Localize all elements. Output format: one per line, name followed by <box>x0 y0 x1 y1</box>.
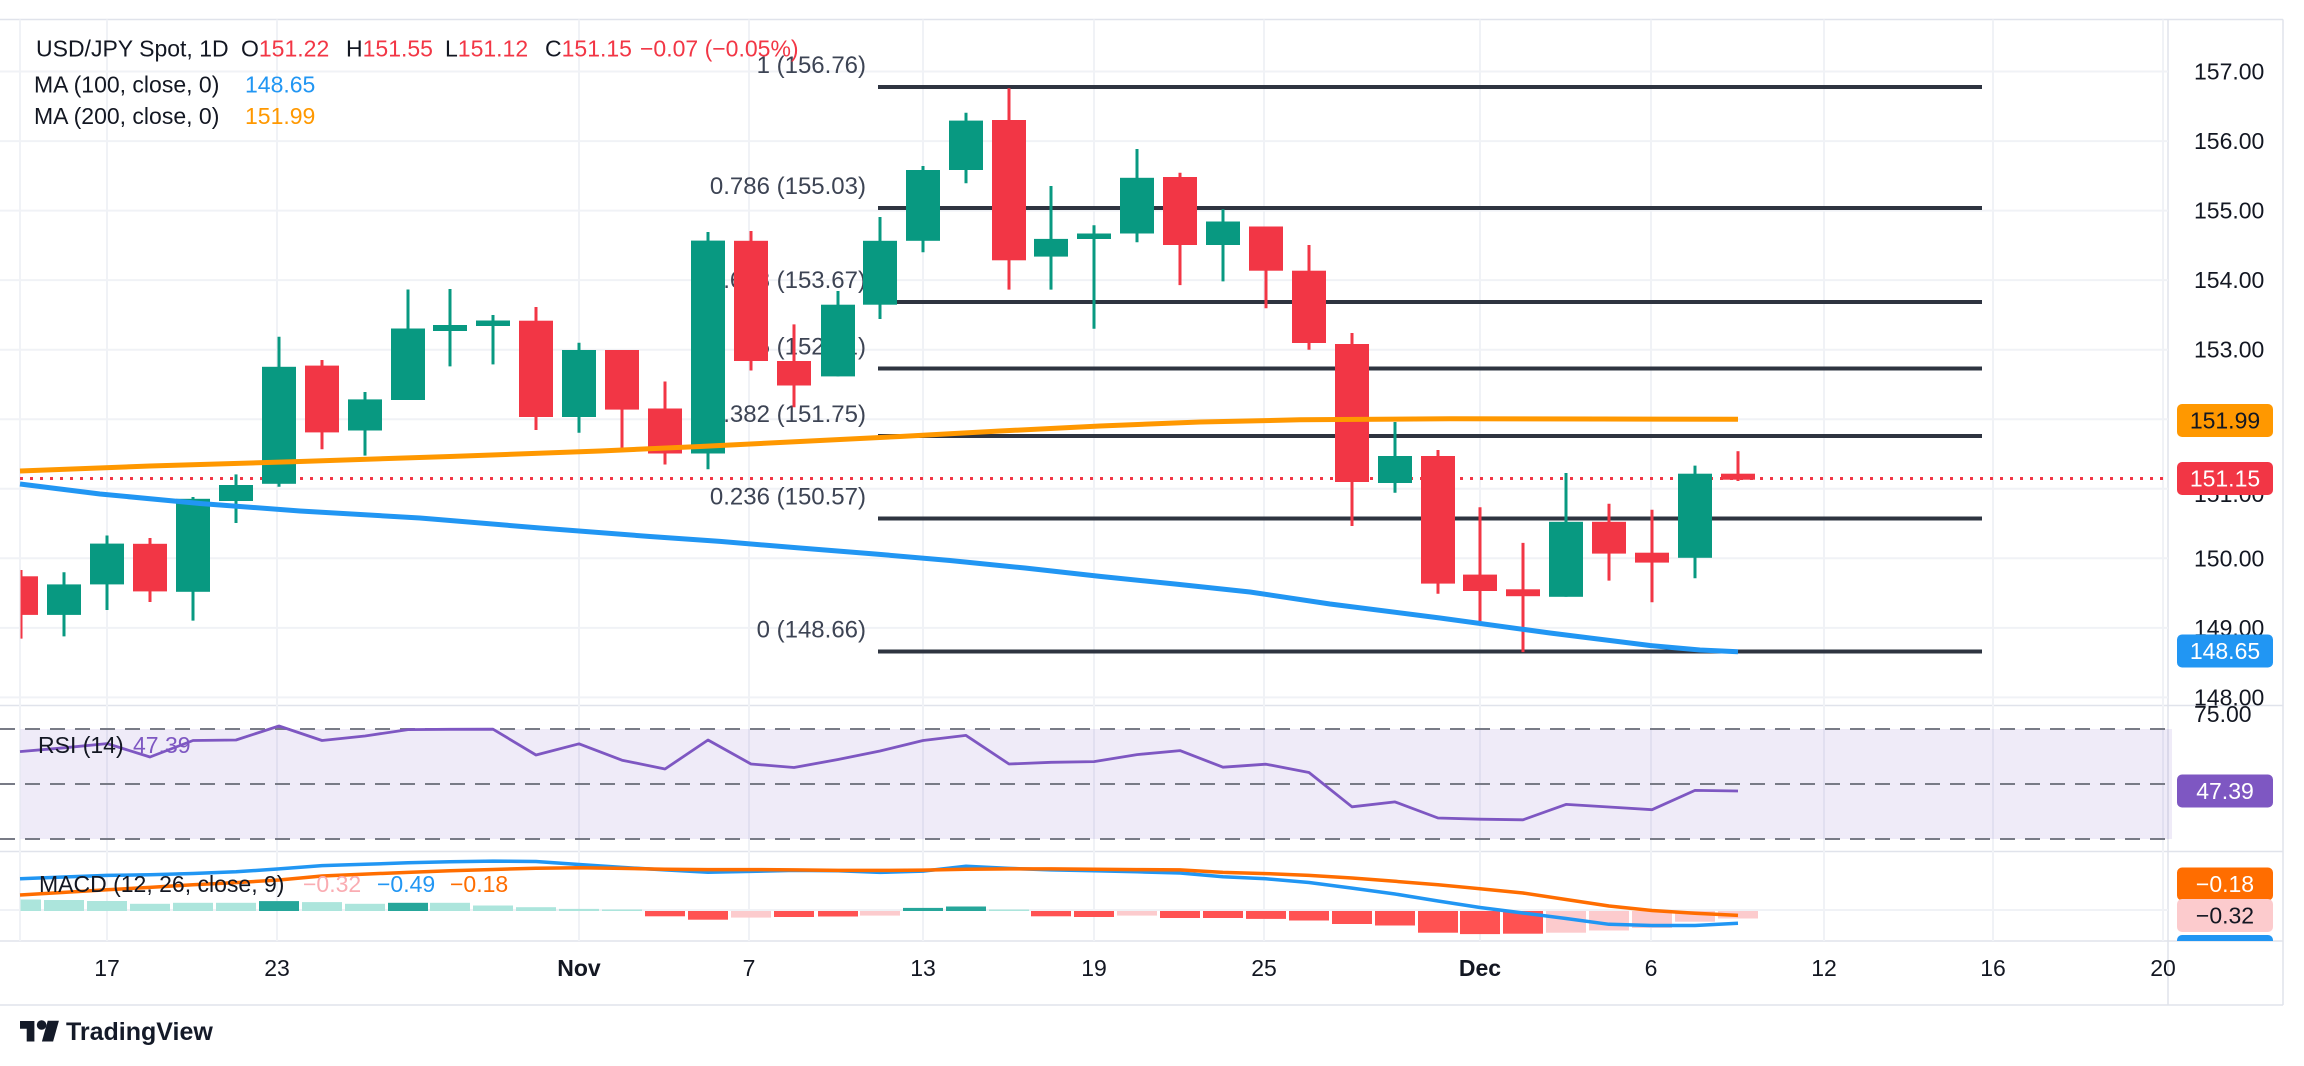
svg-text:MA (200, close, 0): MA (200, close, 0) <box>34 103 219 129</box>
svg-text:−0.18: −0.18 <box>2196 871 2254 897</box>
svg-text:7: 7 <box>743 955 756 981</box>
svg-text:USD/JPY Spot, 1D: USD/JPY Spot, 1D <box>36 36 229 62</box>
svg-text:Nov: Nov <box>557 955 601 981</box>
svg-text:148.65: 148.65 <box>2190 638 2260 664</box>
svg-text:0.618 (153.67): 0.618 (153.67) <box>710 267 866 294</box>
svg-text:23: 23 <box>264 955 290 981</box>
svg-text:L151.12: L151.12 <box>445 36 528 62</box>
svg-text:157.00: 157.00 <box>2194 59 2264 85</box>
svg-text:−0.07 (−0.05%): −0.07 (−0.05%) <box>640 36 799 62</box>
svg-text:47.39: 47.39 <box>2196 778 2254 804</box>
svg-text:H151.55: H151.55 <box>346 36 433 62</box>
svg-text:TradingView: TradingView <box>66 1018 213 1046</box>
svg-text:150.00: 150.00 <box>2194 545 2264 571</box>
svg-text:16: 16 <box>1980 955 2006 981</box>
svg-text:1 (156.76): 1 (156.76) <box>757 52 866 79</box>
svg-text:6: 6 <box>1645 955 1658 981</box>
svg-text:MA (100, close, 0): MA (100, close, 0) <box>34 72 219 98</box>
svg-text:148.00: 148.00 <box>2194 684 2264 710</box>
svg-text:155.00: 155.00 <box>2194 198 2264 224</box>
svg-text:0.786 (155.03): 0.786 (155.03) <box>710 173 866 200</box>
svg-text:75.00: 75.00 <box>2194 701 2252 727</box>
svg-text:13: 13 <box>910 955 936 981</box>
svg-text:12: 12 <box>1811 955 1837 981</box>
svg-text:25: 25 <box>1251 955 1277 981</box>
svg-text:−0.49: −0.49 <box>377 871 435 897</box>
svg-text:O151.22: O151.22 <box>241 36 329 62</box>
svg-text:0 (148.66): 0 (148.66) <box>757 617 866 644</box>
svg-text:151.15: 151.15 <box>2190 466 2260 492</box>
svg-text:C151.15: C151.15 <box>545 36 632 62</box>
svg-text:151.99: 151.99 <box>245 103 315 129</box>
svg-text:153.00: 153.00 <box>2194 337 2264 363</box>
svg-text:19: 19 <box>1081 955 1107 981</box>
svg-text:−0.18: −0.18 <box>450 871 508 897</box>
svg-text:17: 17 <box>94 955 120 981</box>
svg-text:0.382 (151.75): 0.382 (151.75) <box>710 401 866 428</box>
svg-text:0.236 (150.57): 0.236 (150.57) <box>710 484 866 511</box>
svg-text:20: 20 <box>2150 955 2176 981</box>
svg-text:−0.32: −0.32 <box>303 871 361 897</box>
svg-text:47.39: 47.39 <box>133 732 191 758</box>
svg-text:Dec: Dec <box>1459 955 1501 981</box>
svg-text:MACD (12, 26, close, 9): MACD (12, 26, close, 9) <box>39 871 284 897</box>
svg-text:151.99: 151.99 <box>2190 408 2260 434</box>
svg-text:156.00: 156.00 <box>2194 128 2264 154</box>
svg-text:148.65: 148.65 <box>245 72 315 98</box>
svg-text:−0.32: −0.32 <box>2196 903 2254 929</box>
svg-text:RSI (14): RSI (14) <box>38 732 124 758</box>
svg-text:154.00: 154.00 <box>2194 267 2264 293</box>
